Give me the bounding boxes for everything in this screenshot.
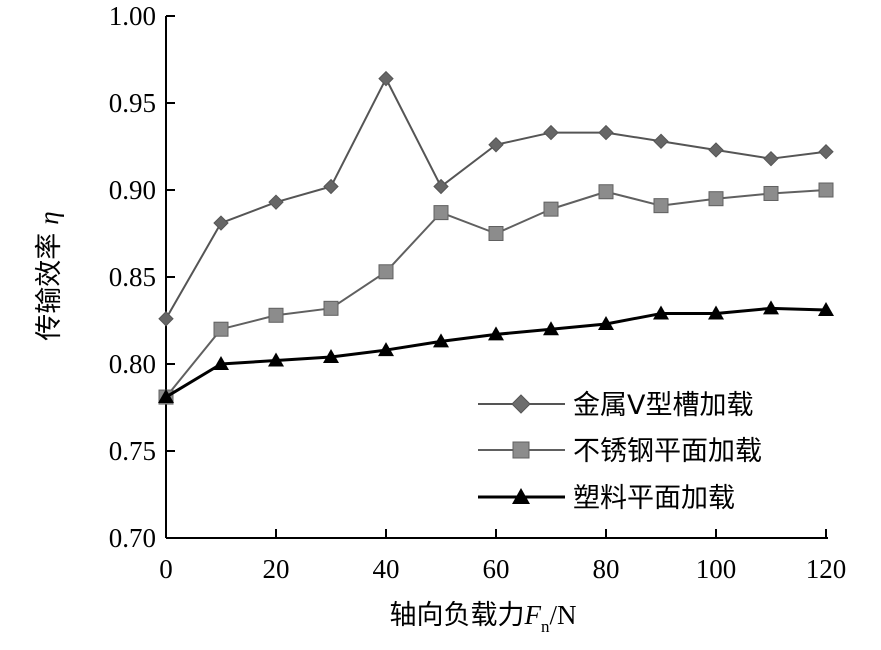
ticks: 0.70 0.75 0.80 0.85 0.90 0.95 1.00 0 20 40 60 80 100… (109, 1, 847, 584)
square-point (763, 185, 779, 201)
diamond-point (378, 70, 394, 87)
y-axis-title: 传输效率 η (34, 211, 65, 340)
x-axis-title-suffix: /N (550, 600, 577, 630)
y-tick-label: 0.90 (109, 175, 156, 205)
diamond-point (158, 311, 174, 327)
series-line (165, 306, 827, 399)
series-2 (158, 182, 834, 405)
x-axis-title-var: F (524, 600, 542, 630)
legend-diamond-marker (511, 394, 531, 414)
triangle-point (378, 342, 394, 357)
series (158, 70, 834, 405)
square-point (543, 201, 559, 217)
diamond-point (323, 178, 339, 195)
diamond-point (653, 133, 669, 149)
triangle-point (323, 349, 339, 364)
diamond-point (488, 137, 504, 153)
x-tick-label: 40 (373, 554, 400, 584)
diamond-point (598, 124, 614, 141)
x-axis-title-sub: n (541, 617, 550, 636)
x-axis-title: 轴向负载力Fn/N (390, 600, 577, 636)
x-tick-label: 100 (696, 554, 737, 584)
x-tick-label: 0 (159, 554, 173, 584)
square-point (378, 264, 394, 280)
square-point (323, 300, 339, 316)
diamond-point (213, 215, 229, 231)
y-tick-label: 0.75 (109, 436, 156, 466)
triangle-point (158, 389, 174, 404)
legend-item-3: 塑料平面加载 (478, 483, 735, 514)
legend-triangle-marker (512, 488, 530, 504)
square-point (708, 191, 724, 207)
legend-label-3: 塑料平面加载 (573, 483, 735, 514)
square-point (818, 182, 834, 198)
triangle-point (598, 315, 614, 330)
x-tick-label: 80 (593, 554, 620, 584)
square-point (433, 205, 449, 221)
triangle-point (213, 356, 229, 370)
triangle-point (653, 305, 669, 320)
legend: 金属V型槽加载 不锈钢平面加载 塑料平面加载 (478, 390, 762, 514)
y-axis-title-var: η (34, 211, 64, 224)
series-3 (158, 300, 834, 404)
triangle-point (818, 302, 834, 317)
triangle-point (763, 300, 779, 315)
square-point (653, 198, 669, 214)
y-tick-label: 0.85 (109, 262, 156, 292)
legend-item-2: 不锈钢平面加载 (478, 436, 762, 467)
legend-label-2: 不锈钢平面加载 (573, 436, 762, 467)
diamond-point (818, 144, 834, 160)
x-tick-label: 60 (483, 554, 510, 584)
series-line (165, 189, 827, 398)
x-axis-title-prefix: 轴向负载力 (390, 600, 525, 631)
x-tick-label: 20 (263, 554, 290, 584)
diamond-point (708, 142, 724, 158)
legend-label-1: 金属V型槽加载 (573, 390, 753, 421)
triangle-point (268, 352, 284, 367)
triangle-point (488, 326, 504, 341)
y-tick-label: 1.00 (109, 1, 156, 31)
triangle-point (708, 305, 724, 320)
diamond-point (543, 124, 559, 141)
triangle-point (543, 321, 559, 336)
diamond-point (433, 178, 449, 195)
y-axis-title-prefix: 传输效率 (34, 233, 65, 341)
y-tick-label: 0.80 (109, 349, 156, 379)
series-1 (158, 70, 834, 327)
legend-square-marker (512, 441, 530, 459)
triangle-point (433, 333, 449, 348)
square-point (213, 321, 229, 337)
series-line (165, 77, 827, 320)
diamond-point (268, 194, 284, 210)
legend-item-1: 金属V型槽加载 (478, 390, 753, 421)
y-tick-label: 0.95 (109, 88, 156, 118)
y-tick-label: 0.70 (109, 523, 156, 553)
square-point (598, 184, 614, 200)
square-point (488, 226, 504, 241)
square-point (268, 307, 284, 323)
diamond-point (763, 150, 779, 167)
x-tick-label: 120 (806, 554, 847, 584)
